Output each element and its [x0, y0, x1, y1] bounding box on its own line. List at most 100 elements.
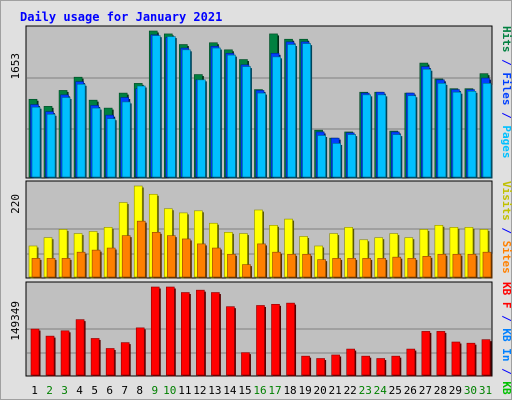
- bar-kb-f-5: [90, 338, 100, 376]
- bar-kb-f-12: [196, 289, 205, 376]
- legend-top: Hits / Files / Pages: [500, 26, 512, 159]
- x-tick-label-17: 17: [268, 384, 281, 397]
- bar-kb-f-1: [30, 328, 40, 376]
- bar-kb-f-15: [241, 352, 250, 376]
- bar-pages-28: [437, 83, 447, 178]
- bar-kb-f-10: [165, 286, 175, 376]
- bar-pages-3: [61, 97, 71, 178]
- x-tick-label-18: 18: [283, 384, 296, 397]
- bar-pages-10: [166, 36, 176, 178]
- x-tick-label-2: 2: [46, 384, 53, 397]
- bar-sites-17: [272, 251, 281, 278]
- bar-pages-15: [242, 66, 251, 178]
- x-tick-label-14: 14: [223, 384, 237, 397]
- bar-sites-18: [287, 253, 296, 278]
- bar-kb-f-25: [391, 355, 401, 376]
- bar-pages-14: [227, 54, 236, 178]
- bar-pages-1: [31, 106, 41, 178]
- bar-kb-f-22: [346, 348, 355, 376]
- x-tick-label-6: 6: [106, 384, 113, 397]
- bar-kb-f-9: [150, 286, 160, 376]
- bar-pages-20: [317, 135, 326, 178]
- bar-kb-f-17: [271, 303, 280, 376]
- chart-title: Daily usage for January 2021: [20, 10, 222, 24]
- panel-bottom: 149349 KB F / KB In / KB Out: [9, 281, 512, 401]
- legend-bottom-part-1: /: [500, 309, 512, 329]
- bar-sites-1: [31, 258, 41, 278]
- x-tick-label-10: 10: [163, 384, 176, 397]
- bar-kb-f-28: [436, 331, 446, 376]
- bar-kb-f-21: [331, 354, 340, 376]
- bar-pages-22: [347, 134, 356, 178]
- x-tick-label-28: 28: [434, 384, 447, 397]
- bar-kb-f-20: [316, 358, 325, 376]
- bar-sites-23: [362, 258, 372, 278]
- x-tick-label-9: 9: [151, 384, 158, 397]
- bar-kb-f-27: [421, 331, 431, 376]
- bar-sites-13: [212, 247, 221, 278]
- bar-pages-5: [91, 107, 101, 178]
- bar-sites-16: [257, 243, 266, 278]
- bar-sites-27: [422, 256, 432, 278]
- bar-pages-31: [482, 83, 492, 178]
- x-tick-label-4: 4: [76, 384, 83, 397]
- bar-sites-7: [121, 235, 131, 278]
- bar-kb-f-29: [451, 341, 461, 376]
- bar-sites-28: [437, 253, 447, 278]
- bar-sites-12: [197, 243, 206, 278]
- bar-sites-3: [61, 258, 71, 278]
- bar-sites-11: [182, 238, 191, 278]
- bar-kb-f-30: [466, 342, 476, 376]
- panel-top: 1653 Hits / Files / Pages: [9, 25, 512, 179]
- bar-kb-f-14: [226, 306, 235, 376]
- bar-sites-4: [76, 251, 86, 278]
- bar-sites-24: [377, 258, 387, 278]
- bar-kb-f-26: [406, 348, 416, 376]
- bar-kb-f-23: [361, 355, 371, 376]
- legend-middle-part-1: /: [500, 221, 512, 241]
- bar-pages-18: [287, 44, 296, 178]
- x-tick-label-19: 19: [298, 384, 311, 397]
- bar-kb-f-2: [45, 335, 55, 376]
- legend-bottom-part-4: KB Out: [500, 381, 512, 401]
- bar-kb-f-24: [376, 358, 386, 376]
- bar-kb-f-19: [301, 355, 310, 376]
- bar-pages-11: [182, 49, 191, 178]
- x-tick-label-27: 27: [419, 384, 432, 397]
- bar-pages-24: [377, 94, 387, 178]
- bar-pages-19: [302, 43, 311, 178]
- bar-pages-29: [452, 91, 462, 178]
- bar-pages-2: [46, 113, 56, 178]
- x-tick-label-29: 29: [449, 384, 462, 397]
- y-max-label-top: 1653: [9, 53, 22, 80]
- bar-kb-f-11: [181, 292, 190, 376]
- bar-pages-9: [151, 35, 161, 178]
- y-max-label-middle: 220: [9, 194, 22, 214]
- bar-sites-21: [332, 258, 341, 278]
- bar-pages-27: [422, 68, 432, 178]
- bar-sites-25: [392, 256, 402, 278]
- x-tick-label-8: 8: [136, 384, 143, 397]
- bar-pages-6: [106, 118, 116, 178]
- x-tick-label-11: 11: [178, 384, 191, 397]
- bar-pages-23: [362, 94, 372, 178]
- bar-sites-8: [136, 220, 146, 278]
- bar-pages-16: [257, 92, 266, 178]
- bar-sites-19: [302, 253, 311, 278]
- bar-sites-31: [482, 251, 492, 278]
- bar-sites-30: [467, 253, 477, 278]
- bar-kb-f-13: [211, 292, 220, 376]
- bar-sites-5: [91, 249, 101, 278]
- bar-kb-f-6: [105, 348, 115, 376]
- bar-pages-8: [136, 85, 146, 178]
- bar-pages-21: [332, 143, 341, 178]
- x-tick-label-25: 25: [389, 384, 402, 397]
- legend-bottom-part-3: /: [500, 362, 512, 382]
- legend-top-part-3: /: [500, 106, 512, 126]
- x-tick-label-13: 13: [208, 384, 221, 397]
- x-tick-label-15: 15: [238, 384, 251, 397]
- legend-middle-part-2: Sites: [500, 241, 512, 274]
- bar-pages-26: [407, 95, 417, 178]
